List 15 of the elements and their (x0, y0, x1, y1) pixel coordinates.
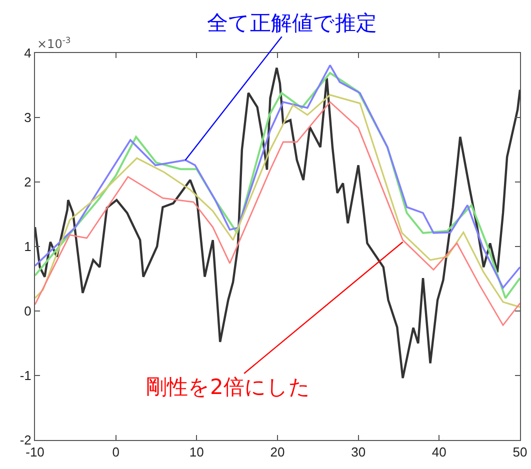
annotation: 剛性を2倍にした (146, 375, 310, 399)
y-tick-label: -1 (20, 368, 32, 384)
y-tick-label: 0 (24, 304, 32, 319)
annotation: 全て正解値で推定 (207, 11, 377, 35)
x-tick-label: 30 (351, 444, 366, 460)
x-tick-label: 0 (112, 444, 120, 460)
y-tick-label: 2 (24, 174, 32, 190)
x-tick-label: 20 (270, 444, 285, 460)
y-tick-label: 4 (24, 46, 32, 61)
x-tick-label: 40 (432, 444, 446, 460)
y-tick-label: 1 (24, 239, 32, 254)
x-tick-label: 10 (189, 444, 204, 460)
x-tick-label: 50 (512, 444, 528, 460)
y-tick-label: 3 (24, 110, 32, 126)
text: ×10$^{-3}$ (37, 35, 71, 52)
